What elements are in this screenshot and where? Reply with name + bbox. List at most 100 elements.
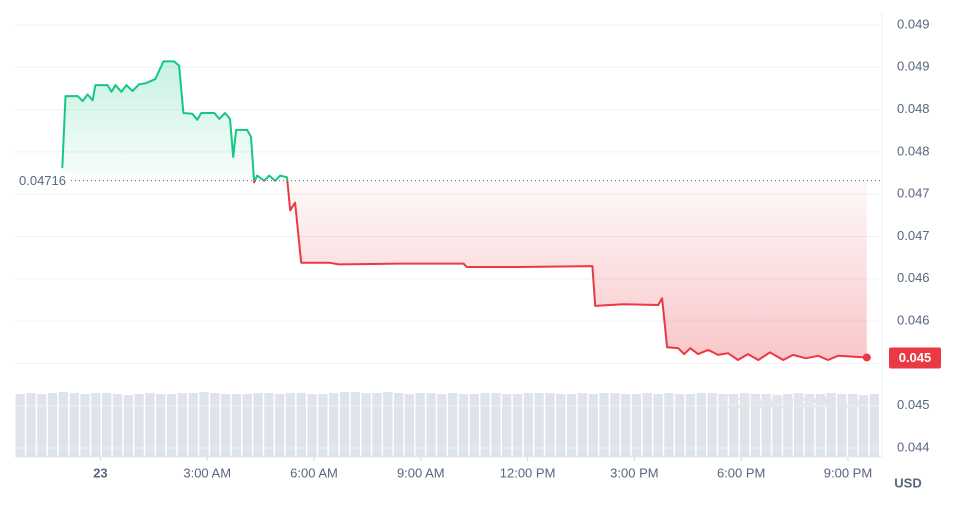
x-tick-label: 23: [93, 465, 107, 480]
volume-bar: [794, 393, 804, 457]
volume-bars: [15, 392, 879, 457]
volume-bar: [275, 394, 285, 457]
volume-bar: [437, 394, 447, 457]
current-price-bg: [889, 347, 941, 369]
x-tick-label: 9:00 AM: [397, 465, 445, 480]
volume-bar: [869, 394, 879, 457]
volume-bar: [91, 393, 101, 457]
y-tick-label: 0.046: [897, 270, 930, 285]
volume-bar: [102, 393, 112, 457]
volume-bar: [718, 394, 728, 457]
volume-bar: [621, 394, 631, 457]
y-tick-label: 0.044: [897, 439, 930, 454]
volume-bar: [739, 393, 750, 457]
volume-bar: [393, 393, 404, 457]
volume-bar: [404, 394, 415, 457]
volume-bar: [502, 394, 512, 457]
volume-bar: [296, 393, 306, 457]
x-tick-label: 9:00 PM: [824, 465, 872, 480]
x-tick-label: 6:00 PM: [717, 465, 765, 480]
volume-bar: [199, 392, 209, 457]
y-tick-label: 0.049: [897, 16, 930, 31]
volume-bar: [177, 393, 187, 457]
volume-bar: [631, 394, 642, 457]
volume-bar: [448, 393, 458, 457]
volume-bar: [545, 393, 555, 457]
volume-bar: [372, 393, 382, 457]
volume-bar: [145, 393, 155, 457]
volume-bar: [750, 394, 761, 457]
volume-bar: [685, 394, 696, 457]
volume-bar: [761, 394, 771, 457]
volume-bar: [664, 393, 674, 457]
volume-bar: [696, 393, 706, 457]
y-tick-label: 0.048: [897, 101, 930, 116]
y-tick-label: 0.045: [897, 397, 930, 412]
volume-bar: [242, 394, 252, 457]
volume-bar: [458, 394, 469, 457]
volume-bar: [264, 393, 274, 457]
volume-bar: [772, 395, 782, 457]
volume-bar: [47, 393, 58, 457]
volume-bar: [329, 393, 339, 457]
volume-bar: [318, 394, 328, 457]
x-tick-label: 3:00 AM: [183, 465, 231, 480]
volume-bar: [826, 393, 836, 457]
volume-bar: [707, 393, 717, 457]
reference-label-bg: [15, 171, 71, 190]
volume-bar: [653, 394, 663, 457]
volume-bar: [166, 394, 177, 457]
volume-bar: [610, 393, 620, 457]
volume-bar: [339, 392, 350, 457]
volume-bar: [566, 394, 577, 457]
volume-bar: [80, 394, 90, 457]
y-tick-label: 0.046: [897, 313, 930, 328]
y-tick-label: 0.047: [897, 186, 930, 201]
volume-bar: [253, 393, 263, 457]
volume-bar: [220, 394, 231, 457]
volume-bar: [675, 394, 685, 457]
y-tick-label: 0.048: [897, 143, 930, 158]
volume-bar: [37, 394, 47, 457]
volume-bar: [491, 393, 501, 457]
volume-bar: [361, 393, 371, 457]
x-tick-label: 6:00 AM: [290, 465, 338, 480]
volume-bar: [512, 394, 523, 457]
volume-bar: [642, 393, 652, 457]
volume-bar: [480, 393, 490, 457]
volume-bar: [26, 393, 36, 457]
volume-bar: [556, 394, 566, 457]
volume-bar: [837, 394, 847, 457]
watermark: CoinMarketCap: [720, 392, 859, 413]
current-price-label: 0.045: [899, 350, 932, 365]
volume-bar: [783, 394, 793, 457]
x-tick-label: 12:00 PM: [500, 465, 556, 480]
volume-bar: [426, 393, 436, 457]
volume-bar: [469, 394, 479, 457]
volume-bar: [231, 394, 242, 457]
volume-bar: [858, 395, 869, 457]
x-tick-label: 3:00 PM: [610, 465, 658, 480]
volume-bar: [69, 393, 79, 457]
volume-bar: [848, 394, 858, 457]
volume-bar: [188, 393, 198, 457]
volume-bar: [58, 392, 69, 457]
volume-bar: [804, 394, 815, 457]
volume-bar: [350, 392, 360, 457]
price-area: [62, 61, 867, 361]
volume-bar: [815, 394, 825, 457]
reference-label: 0.04716: [19, 173, 66, 188]
volume-bar: [112, 394, 123, 457]
last-point: [862, 353, 871, 362]
volume-bar: [383, 392, 393, 457]
volume-bar: [415, 393, 425, 457]
volume-bar: [123, 395, 133, 457]
volume-bar: [156, 394, 166, 457]
volume-bar: [523, 393, 533, 457]
volume-bar: [729, 394, 739, 457]
volume-bar: [307, 394, 317, 457]
volume-bar: [599, 393, 609, 457]
volume-bar: [285, 393, 296, 457]
y-unit: USD: [894, 475, 921, 490]
